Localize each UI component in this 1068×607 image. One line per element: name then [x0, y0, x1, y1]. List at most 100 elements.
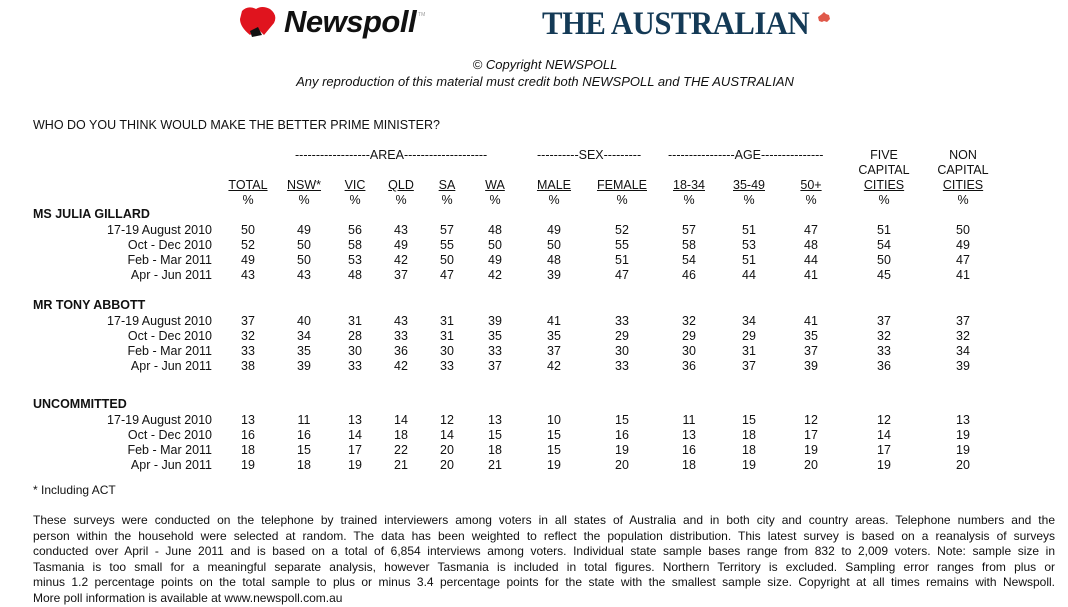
table-cell: 19 [804, 443, 818, 457]
table-cell: 18 [742, 443, 756, 457]
table-cell: 16 [241, 428, 255, 442]
table-cell: 54 [682, 253, 696, 267]
table-cell: 15 [488, 428, 502, 442]
table-cell: 41 [956, 268, 970, 282]
row-period: Oct - Dec 2010 [127, 329, 212, 343]
table-cell: 16 [297, 428, 311, 442]
table-cell: 50 [241, 223, 255, 237]
column-unit: % [242, 193, 254, 207]
section-title: MS JULIA GILLARD [33, 207, 150, 221]
column-header-label: FEMALE [596, 178, 647, 192]
table-cell: 50 [488, 238, 502, 252]
table-cell: 29 [742, 329, 756, 343]
table-cell: 18 [394, 428, 408, 442]
table-cell: 20 [440, 443, 454, 457]
table-cell: 19 [956, 443, 970, 457]
group-header-age: ----------------AGE--------------- [668, 148, 824, 162]
column-header: VIC% [310, 178, 400, 208]
table-cell: 51 [615, 253, 629, 267]
table-cell: 20 [615, 458, 629, 472]
methodology-line: person within the household were selecte… [33, 528, 1055, 543]
table-cell: 32 [956, 329, 970, 343]
table-cell: 37 [877, 314, 891, 328]
table-cell: 17 [804, 428, 818, 442]
column-header-label: CITIES [863, 178, 905, 192]
copyright-line: © Copyright NEWSPOLL [472, 57, 618, 72]
table-cell: 11 [682, 413, 696, 427]
the-australian-logo-text: THE AUSTRALIAN [542, 6, 810, 42]
column-header: QLD% [356, 178, 446, 208]
table-cell: 19 [241, 458, 255, 472]
table-cell: 16 [615, 428, 629, 442]
column-header-label: FIVE [870, 148, 898, 162]
table-cell: 39 [488, 314, 502, 328]
table-cell: 33 [488, 344, 502, 358]
table-cell: 11 [297, 413, 311, 427]
table-cell: 36 [877, 359, 891, 373]
table-cell: 18 [488, 443, 502, 457]
column-header-label: CAPITAL [937, 163, 989, 177]
table-cell: 37 [956, 314, 970, 328]
table-cell: 17 [877, 443, 891, 457]
table-cell: 49 [394, 238, 408, 252]
table-cell: 35 [547, 329, 561, 343]
table-cell: 33 [615, 359, 629, 373]
table-cell: 56 [348, 223, 362, 237]
column-header-label: CAPITAL [858, 163, 910, 177]
column-header: FIVE CAPITAL CITIES% [839, 148, 929, 208]
table-cell: 37 [804, 344, 818, 358]
newspoll-logo: Newspoll TM [238, 4, 425, 40]
methodology-line: These surveys were conducted on the tele… [33, 513, 1055, 527]
table-cell: 51 [877, 223, 891, 237]
column-header: NSW*% [259, 178, 349, 208]
table-cell: 21 [394, 458, 408, 472]
table-cell: 42 [547, 359, 561, 373]
table-cell: 41 [547, 314, 561, 328]
table-cell: 42 [488, 268, 502, 282]
column-header: TOTAL% [203, 178, 293, 208]
column-unit: % [349, 193, 361, 207]
table-cell: 52 [615, 223, 629, 237]
table-cell: 32 [682, 314, 696, 328]
table-cell: 29 [615, 329, 629, 343]
table-cell: 15 [615, 413, 629, 427]
table-cell: 14 [394, 413, 408, 427]
column-header-label: 18-34 [673, 178, 705, 192]
table-cell: 50 [956, 223, 970, 237]
table-cell: 51 [742, 223, 756, 237]
table-cell: 20 [804, 458, 818, 472]
table-cell: 13 [488, 413, 502, 427]
column-unit: % [683, 193, 695, 207]
table-cell: 31 [440, 329, 454, 343]
table-cell: 12 [804, 413, 818, 427]
column-header: WA% [450, 178, 540, 208]
table-cell: 15 [547, 428, 561, 442]
table-cell: 13 [682, 428, 696, 442]
table-cell: 53 [348, 253, 362, 267]
table-cell: 37 [547, 344, 561, 358]
table-cell: 45 [877, 268, 891, 282]
methodology-line: conducted over April - June 2011 and is … [33, 544, 1055, 559]
column-header-label: WA [485, 178, 505, 192]
table-cell: 21 [488, 458, 502, 472]
table-cell: 39 [297, 359, 311, 373]
table-cell: 41 [804, 268, 818, 282]
table-cell: 34 [956, 344, 970, 358]
table-cell: 35 [297, 344, 311, 358]
table-cell: 18 [297, 458, 311, 472]
table-cell: 31 [742, 344, 756, 358]
table-cell: 12 [877, 413, 891, 427]
column-unit: % [616, 193, 628, 207]
table-cell: 19 [742, 458, 756, 472]
column-header: 18-34% [644, 178, 734, 208]
table-cell: 42 [394, 253, 408, 267]
table-cell: 55 [440, 238, 454, 252]
row-period: Feb - Mar 2011 [127, 344, 212, 358]
table-cell: 47 [440, 268, 454, 282]
table-cell: 34 [297, 329, 311, 343]
column-header-label: VIC [344, 178, 366, 192]
table-cell: 13 [348, 413, 362, 427]
table-cell: 37 [394, 268, 408, 282]
table-cell: 32 [877, 329, 891, 343]
column-header-label: CITIES [942, 178, 984, 192]
